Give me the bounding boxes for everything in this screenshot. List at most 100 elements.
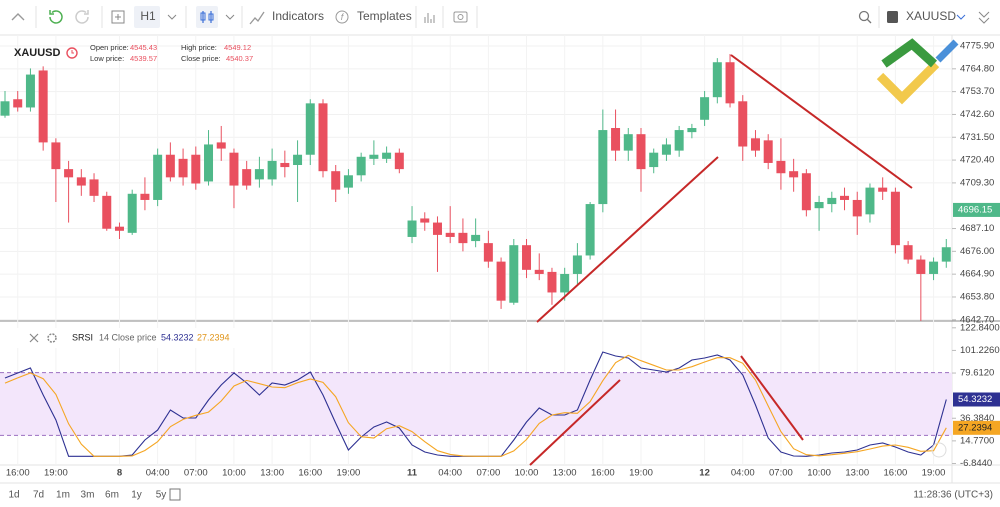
x-tick-label: 16:00: [591, 468, 615, 479]
candle-body: [153, 154, 163, 200]
candle-body: [661, 144, 671, 155]
candle-body: [382, 152, 392, 159]
x-tick-label: 19:00: [629, 468, 653, 479]
candle-body: [13, 99, 23, 108]
search-icon-handle: [866, 18, 872, 24]
symbol-selector[interactable]: XAUUSD: [906, 9, 956, 23]
x-tick-label: 16:00: [298, 468, 322, 479]
candle-body: [356, 156, 366, 176]
add-icon[interactable]: [111, 10, 125, 24]
range-button[interactable]: 3m: [81, 490, 95, 501]
y-tick-label: 4653.80: [960, 291, 994, 302]
range-button[interactable]: 7d: [33, 490, 44, 501]
candle-body: [611, 128, 621, 151]
search-icon[interactable]: [858, 10, 870, 22]
candle-body: [750, 138, 760, 151]
candle-body: [776, 160, 786, 174]
candle-body: [64, 169, 74, 178]
y-tick-label: 4720.40: [960, 155, 994, 166]
candle-body: [852, 199, 862, 217]
candle-body: [407, 220, 417, 237]
axis-value-tag-text: 54.3232: [958, 394, 992, 405]
remove-indicator-icon[interactable]: [29, 333, 39, 343]
save-icon[interactable]: [887, 11, 898, 23]
calendar-icon[interactable]: [169, 488, 181, 501]
candle-body: [623, 134, 633, 151]
candle-body: [343, 175, 353, 188]
redo-icon[interactable]: [75, 10, 89, 24]
candle-body: [89, 179, 99, 196]
templates-icon-f: f: [341, 12, 345, 22]
timeframe[interactable]: H1: [140, 9, 156, 23]
range-button[interactable]: 6m: [105, 490, 119, 501]
candle-body: [890, 191, 900, 246]
candle-body: [394, 152, 404, 170]
info-value: 4540.37: [226, 54, 253, 63]
reset-icon[interactable]: [931, 442, 947, 458]
indicator-legend: [12, 328, 242, 348]
settings-icon[interactable]: [47, 333, 57, 343]
indicators-icon: [249, 11, 265, 25]
candle-body: [102, 195, 112, 229]
candle-body: [840, 195, 850, 200]
y-tick-label: 4753.70: [960, 86, 994, 97]
candle-body: [127, 193, 137, 233]
candle-body: [572, 255, 582, 274]
candle-body: [496, 261, 506, 301]
clock-hands: [71, 50, 74, 54]
screenshot-icon[interactable]: [453, 11, 468, 23]
range-button[interactable]: 1m: [56, 490, 70, 501]
candle-icon-body: [208, 13, 214, 21]
candle-body: [242, 169, 252, 186]
info-value: 4545.43: [130, 43, 157, 52]
candle-body: [165, 154, 175, 178]
candle-body: [432, 222, 442, 235]
candle-body: [700, 97, 710, 120]
candle-body: [420, 218, 430, 223]
trend-lines: [536, 54, 913, 323]
range-button[interactable]: 1d: [8, 490, 19, 501]
volume-icon[interactable]: [424, 13, 435, 23]
candle-body: [789, 171, 799, 178]
chart-type-button[interactable]: [196, 6, 218, 28]
range-button[interactable]: 5y: [156, 490, 167, 501]
templates-icon: [335, 10, 349, 24]
logo-yellow: [876, 60, 940, 105]
undo-icon[interactable]: [49, 10, 63, 24]
templates-button[interactable]: Templates: [357, 9, 412, 23]
candle-body: [560, 273, 570, 293]
collapse-icon[interactable]: [11, 13, 25, 21]
timeframe-button[interactable]: [134, 6, 160, 28]
expand-icon[interactable]: [978, 11, 990, 24]
candle-body: [204, 144, 214, 182]
y-tick-label: 14.7700: [960, 435, 994, 446]
dropdown-arrow[interactable]: [225, 14, 235, 20]
candle-body: [369, 154, 379, 159]
candle-body: [140, 193, 150, 200]
range-button[interactable]: 1y: [131, 490, 142, 501]
y-tick-label: 4775.90: [960, 41, 994, 52]
candle-body: [445, 232, 455, 237]
dropdown-arrow[interactable]: [956, 14, 966, 20]
candle-body: [458, 232, 468, 244]
candle-body: [878, 187, 888, 192]
axis-value-tag: [953, 392, 1000, 407]
dropdown-arrow[interactable]: [167, 14, 177, 20]
axis-value-tag: [953, 420, 1000, 435]
candle-body: [687, 128, 697, 133]
candle-body: [483, 243, 493, 262]
x-tick-label: 13:00: [845, 468, 869, 479]
indicator-params: 14 Close price: [99, 332, 157, 342]
x-tick-label: 04:00: [731, 468, 755, 479]
info-label: Low price:: [90, 54, 124, 63]
x-tick-label: 07:00: [476, 468, 500, 479]
x-tick-label: 10:00: [807, 468, 831, 479]
band: [0, 372, 952, 436]
candle-body: [941, 247, 951, 262]
indicators-button[interactable]: Indicators: [272, 9, 324, 23]
candle-body: [801, 173, 811, 211]
x-tick-label: 10:00: [515, 468, 539, 479]
indicator-line: [4, 354, 947, 457]
indicator-trend-lines: [529, 355, 804, 466]
